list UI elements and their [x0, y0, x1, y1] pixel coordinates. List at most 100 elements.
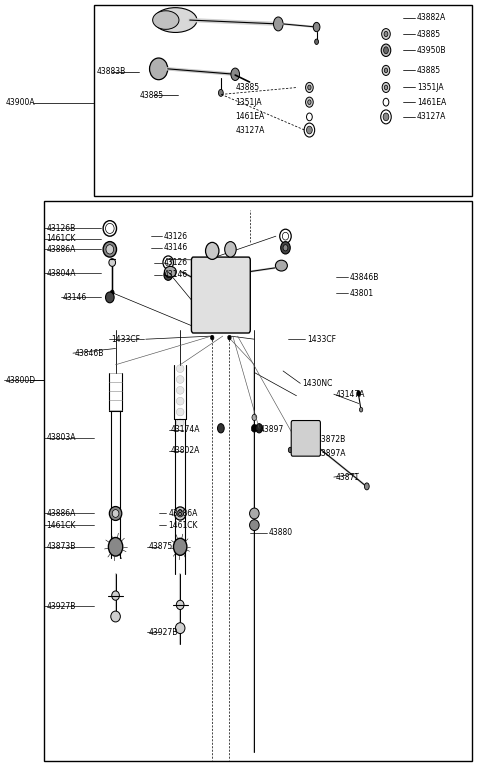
- Text: 43885: 43885: [417, 66, 441, 75]
- Ellipse shape: [381, 44, 391, 57]
- Ellipse shape: [112, 510, 119, 518]
- Ellipse shape: [163, 256, 173, 269]
- Text: 43127A: 43127A: [235, 126, 264, 134]
- Text: 43801: 43801: [350, 289, 374, 298]
- Text: 43146: 43146: [163, 270, 188, 279]
- Ellipse shape: [211, 335, 214, 340]
- Bar: [44, 200, 472, 761]
- Ellipse shape: [382, 65, 390, 75]
- Text: 43804A: 43804A: [46, 268, 76, 278]
- Ellipse shape: [176, 376, 184, 383]
- Ellipse shape: [228, 335, 231, 340]
- Text: 43146: 43146: [63, 293, 87, 302]
- Text: 1461CK: 1461CK: [46, 234, 76, 243]
- Text: 1461EA: 1461EA: [417, 98, 446, 106]
- Ellipse shape: [313, 23, 320, 32]
- Ellipse shape: [176, 365, 184, 372]
- Ellipse shape: [384, 47, 388, 54]
- Ellipse shape: [283, 244, 288, 251]
- Ellipse shape: [217, 424, 224, 433]
- Ellipse shape: [384, 31, 388, 36]
- Ellipse shape: [281, 241, 290, 254]
- Ellipse shape: [225, 241, 236, 257]
- Ellipse shape: [166, 272, 170, 278]
- Bar: [94, 5, 472, 196]
- Text: 43885: 43885: [417, 29, 441, 39]
- Text: 1433CF: 1433CF: [307, 334, 336, 344]
- Ellipse shape: [306, 82, 313, 92]
- Text: 43873B: 43873B: [46, 542, 75, 551]
- Ellipse shape: [297, 435, 300, 442]
- Text: 43126: 43126: [163, 232, 188, 241]
- Text: 43803A: 43803A: [46, 433, 76, 442]
- Ellipse shape: [165, 259, 171, 266]
- Ellipse shape: [308, 85, 311, 90]
- FancyBboxPatch shape: [291, 421, 321, 456]
- Ellipse shape: [112, 591, 120, 601]
- Ellipse shape: [315, 39, 319, 44]
- Text: 1351JA: 1351JA: [417, 83, 444, 92]
- Ellipse shape: [109, 507, 122, 521]
- Ellipse shape: [280, 229, 291, 243]
- Ellipse shape: [383, 113, 389, 121]
- Ellipse shape: [360, 407, 363, 412]
- Ellipse shape: [164, 266, 176, 277]
- Text: 43882A: 43882A: [417, 13, 446, 23]
- Ellipse shape: [109, 258, 116, 266]
- Ellipse shape: [384, 85, 388, 90]
- Ellipse shape: [153, 11, 179, 29]
- Ellipse shape: [276, 260, 288, 271]
- Ellipse shape: [164, 269, 172, 280]
- FancyBboxPatch shape: [192, 257, 250, 333]
- Ellipse shape: [274, 17, 283, 31]
- Ellipse shape: [106, 292, 114, 303]
- Text: 43927B: 43927B: [46, 602, 75, 611]
- Text: 43802A: 43802A: [170, 446, 200, 456]
- Ellipse shape: [364, 483, 369, 490]
- Text: 1430NC: 1430NC: [302, 379, 333, 388]
- Ellipse shape: [384, 68, 388, 73]
- Text: 43927B: 43927B: [149, 628, 179, 636]
- Ellipse shape: [309, 435, 313, 442]
- Ellipse shape: [176, 408, 184, 416]
- Ellipse shape: [381, 110, 391, 124]
- Text: 43883B: 43883B: [96, 68, 126, 77]
- Text: 43880: 43880: [269, 528, 293, 537]
- Ellipse shape: [282, 232, 288, 240]
- Ellipse shape: [252, 424, 257, 432]
- Text: 43950B: 43950B: [417, 46, 446, 55]
- Ellipse shape: [111, 611, 120, 622]
- Ellipse shape: [176, 419, 184, 427]
- Ellipse shape: [231, 68, 240, 81]
- Text: 43875: 43875: [149, 542, 173, 551]
- Ellipse shape: [306, 97, 313, 107]
- Text: 43886A: 43886A: [46, 509, 75, 518]
- Text: 43885: 43885: [140, 91, 164, 99]
- Ellipse shape: [383, 99, 389, 106]
- Ellipse shape: [357, 390, 360, 396]
- Text: 1433CF: 1433CF: [111, 334, 140, 344]
- Ellipse shape: [176, 397, 184, 405]
- Text: 43872B: 43872B: [317, 435, 346, 445]
- Ellipse shape: [175, 622, 185, 633]
- Ellipse shape: [307, 113, 312, 121]
- Ellipse shape: [252, 414, 257, 421]
- Ellipse shape: [308, 100, 311, 105]
- Ellipse shape: [177, 510, 183, 517]
- Text: 43871: 43871: [336, 473, 360, 482]
- Text: 43897A: 43897A: [317, 449, 346, 459]
- Text: 43886A: 43886A: [168, 509, 198, 518]
- Ellipse shape: [150, 58, 168, 80]
- Ellipse shape: [106, 244, 114, 254]
- Text: 43126B: 43126B: [46, 224, 75, 233]
- Ellipse shape: [176, 386, 184, 394]
- Text: 43846B: 43846B: [75, 348, 104, 358]
- Text: 43846B: 43846B: [350, 272, 380, 282]
- Text: 1461CK: 1461CK: [168, 521, 198, 529]
- Ellipse shape: [382, 29, 390, 40]
- Ellipse shape: [174, 507, 186, 520]
- Text: 1461CK: 1461CK: [46, 521, 76, 529]
- Ellipse shape: [382, 82, 390, 92]
- Text: 1351JA: 1351JA: [235, 98, 262, 106]
- Text: 43126: 43126: [163, 258, 188, 267]
